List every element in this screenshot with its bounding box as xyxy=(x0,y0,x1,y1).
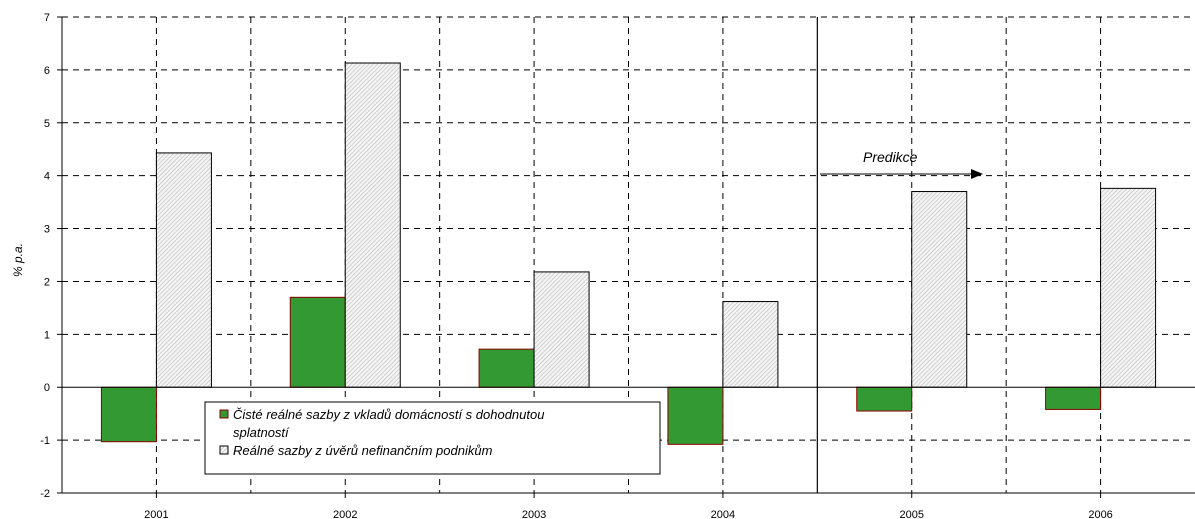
axes xyxy=(57,16,1195,498)
bar-deposit-rate xyxy=(856,386,913,412)
y-tick-label: 6 xyxy=(44,65,50,77)
bar-loan-rate xyxy=(344,62,401,388)
legend: Čisté reálné sazby z vkladů domácností s… xyxy=(204,401,661,475)
legend-swatch-deposits xyxy=(219,409,229,419)
x-tick-label: 2004 xyxy=(711,509,735,519)
legend-swatch-loans xyxy=(219,445,229,455)
x-tick-label: 2003 xyxy=(522,509,546,519)
prediction-label: Predikce xyxy=(863,149,918,165)
x-tick-label: 2005 xyxy=(900,509,924,519)
bar-loan-rate xyxy=(155,152,212,388)
bar-deposit-rate xyxy=(1045,386,1102,410)
x-tick-label: 2006 xyxy=(1088,509,1112,519)
bar-deposit-rate xyxy=(667,386,724,445)
legend-label-loans: Reálné sazby z úvěrů nefinančním podniků… xyxy=(233,443,493,458)
legend-label-deposits-line2: splatností xyxy=(233,425,290,440)
bars xyxy=(100,62,1157,445)
bar-loan-rate xyxy=(911,191,968,388)
y-tick-label: 5 xyxy=(44,118,50,130)
y-tick-label: 7 xyxy=(44,12,50,24)
bar-deposit-rate xyxy=(289,296,346,388)
y-tick-label: 3 xyxy=(44,224,50,236)
bar-loan-rate xyxy=(1100,187,1157,388)
bar-loan-rate xyxy=(722,301,779,388)
bar-deposit-rate xyxy=(100,386,157,443)
bar-deposit-rate xyxy=(478,348,535,388)
x-tick-label: 2001 xyxy=(144,509,168,519)
y-tick-label: 0 xyxy=(44,382,50,394)
bar-loan-rate xyxy=(533,271,590,388)
legend-box xyxy=(204,401,661,475)
legend-label-deposits-line1: Čisté reálné sazby z vkladů domácností s… xyxy=(233,407,544,422)
y-tick-label: 2 xyxy=(44,276,50,288)
prediction-annotation: Predikce xyxy=(820,149,983,179)
y-tick-label: 4 xyxy=(44,171,50,183)
y-tick-label: -2 xyxy=(40,488,50,500)
x-tick-label: 2002 xyxy=(333,509,357,519)
y-tick-label: 1 xyxy=(44,329,50,341)
y-axis-label: % p.a. xyxy=(11,243,25,277)
y-tick-label: -1 xyxy=(40,435,50,447)
tick-labels: -2 -1 0 1 2 3 4 5 6 7 2001 2002 2003 2004 2005 2006 xyxy=(40,12,1113,519)
